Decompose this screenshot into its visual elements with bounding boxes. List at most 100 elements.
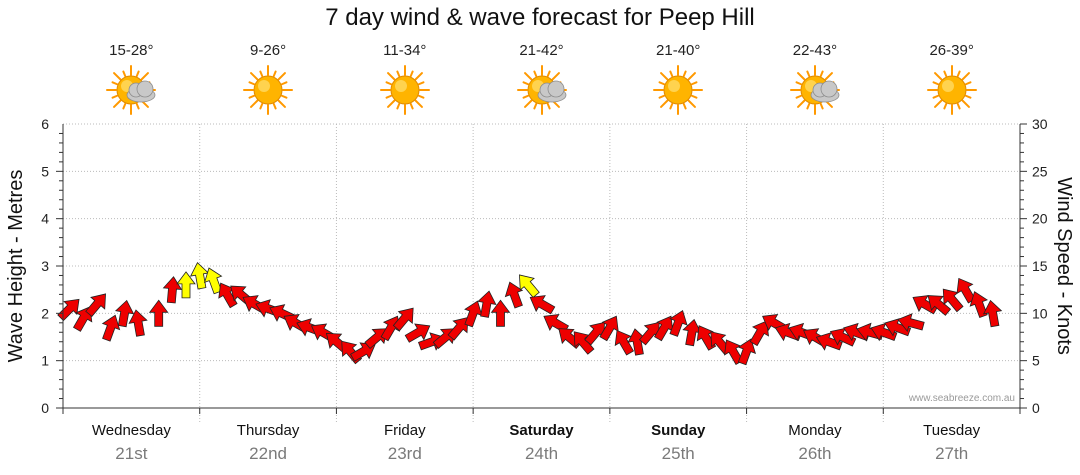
- wind-arrow-shape: [529, 295, 556, 315]
- sun-ray: [961, 99, 970, 108]
- sun-ray: [280, 94, 288, 99]
- day-forecast: 21-42°: [497, 42, 587, 115]
- wind-arrow: [114, 299, 135, 328]
- sun-ray: [687, 99, 697, 108]
- sun-ray: [386, 72, 396, 81]
- sun-ray: [140, 72, 150, 81]
- day-name-label: Saturday: [509, 422, 574, 439]
- day-forecast: 26-39°: [907, 42, 997, 115]
- chart-title: 7 day wind & wave forecast for Peep Hill: [325, 4, 755, 31]
- sun-ray: [658, 81, 666, 86]
- sun-ray: [964, 94, 972, 99]
- y2-tick-label: 25: [1032, 163, 1048, 179]
- wind-arrow: [477, 290, 497, 318]
- sun-ray: [522, 94, 529, 99]
- sun-ray: [691, 94, 698, 99]
- sun-ray: [796, 99, 806, 108]
- sun-cloud-icon: [106, 65, 157, 115]
- sun-ray: [396, 102, 401, 110]
- sun-ray: [522, 81, 529, 86]
- y2-tick-label: 30: [1032, 116, 1048, 132]
- wind-arrow: [614, 329, 635, 356]
- sun-ray: [409, 70, 414, 78]
- wind-arrow-shape: [969, 291, 989, 318]
- y2-tick-label: 0: [1032, 400, 1040, 416]
- sun-ray: [113, 99, 122, 108]
- sun-ray: [806, 102, 811, 110]
- wind-arrow: [447, 317, 469, 341]
- sun-ray: [250, 99, 259, 108]
- sun-ray: [122, 70, 127, 78]
- sun-ray: [660, 99, 669, 108]
- sun-ray: [417, 94, 425, 99]
- temperature-range: 15-28°: [109, 42, 154, 59]
- day-name-label: Monday: [788, 422, 842, 439]
- sun-ray: [523, 72, 532, 81]
- wind-arrow: [969, 291, 989, 318]
- sun-ray: [932, 94, 939, 99]
- sun-ray: [272, 70, 277, 78]
- wind-arrow-shape: [749, 320, 769, 347]
- cloud: [126, 80, 156, 103]
- wind-arrow: [519, 274, 540, 298]
- temperature-range: 21-40°: [656, 42, 701, 59]
- temperature-range: 21-42°: [519, 42, 564, 59]
- sun-ray: [385, 81, 392, 86]
- sun-ray: [546, 102, 551, 110]
- wind-arrow: [982, 299, 1003, 328]
- sun-ray: [386, 99, 396, 108]
- sun-ray: [933, 72, 943, 81]
- y2-tick-label: 10: [1032, 305, 1048, 321]
- sun-ray: [932, 81, 939, 86]
- sun-icon: [653, 65, 704, 115]
- wind-arrow-shape: [477, 290, 497, 318]
- sun-ray: [417, 81, 425, 86]
- sun-ray: [819, 70, 824, 78]
- day-date-label: 25th: [662, 444, 695, 463]
- day-forecast: 21-40°: [633, 42, 723, 115]
- y-tick-label: 4: [41, 211, 49, 227]
- wind-arrow-shape: [364, 328, 388, 349]
- y-tick-label: 3: [41, 258, 49, 274]
- sun-ray: [964, 81, 972, 86]
- wind-arrow: [927, 295, 952, 316]
- y-tick-label: 6: [41, 116, 49, 132]
- day-date-label: 27th: [935, 444, 968, 463]
- sun-ray: [259, 70, 264, 78]
- temperature-range: 11-34°: [383, 42, 427, 59]
- wind-arrow: [85, 293, 106, 317]
- temperature-range: 26-39°: [929, 42, 974, 59]
- day-date-label: 23rd: [388, 444, 422, 463]
- wind-arrow-shape: [737, 338, 757, 366]
- day-forecast: 22-43°: [770, 42, 860, 115]
- sun-ray: [248, 81, 256, 86]
- sun-ray: [277, 99, 287, 108]
- wind-arrow: [203, 267, 223, 295]
- cloud-part: [820, 80, 838, 98]
- wind-arrow-shape: [203, 267, 223, 295]
- sun-ray: [682, 70, 687, 78]
- day-forecast: 15-28°: [86, 42, 176, 115]
- wind-arrow-shape: [128, 309, 148, 337]
- sun-ray: [824, 72, 833, 81]
- wind-arrow: [380, 315, 400, 342]
- sun-ray: [795, 94, 803, 99]
- wind-arrow: [669, 309, 688, 337]
- wind-arrow: [504, 281, 524, 309]
- y2-tick-label: 15: [1032, 258, 1048, 274]
- wind-arrow-shape: [447, 317, 469, 341]
- sun-ray: [682, 102, 687, 110]
- sun-ray: [272, 102, 277, 110]
- sun-highlight: [394, 80, 407, 92]
- sun-ray: [277, 72, 287, 81]
- sun-ray: [956, 102, 961, 110]
- wind-arrow: [176, 271, 196, 299]
- wind-arrow-shape: [101, 314, 121, 342]
- sun-ray: [111, 94, 119, 99]
- sun-ray: [385, 94, 392, 99]
- sun-icon: [379, 65, 430, 115]
- sun-ray: [396, 70, 401, 78]
- day-forecast: 9-26°: [223, 42, 313, 115]
- wind-arrow: [128, 309, 148, 337]
